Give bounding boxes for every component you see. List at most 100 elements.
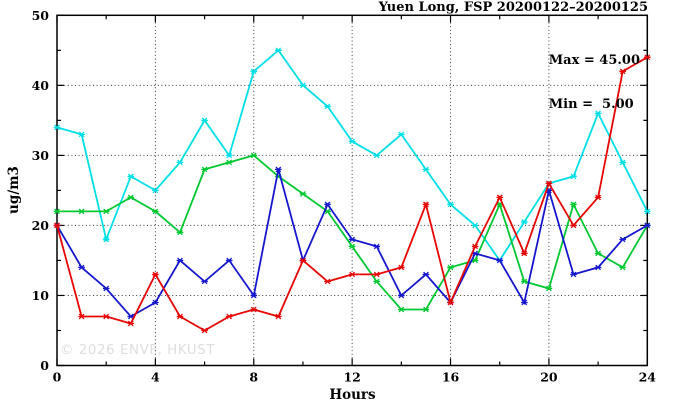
point-marker	[594, 110, 602, 117]
point-marker	[176, 257, 184, 264]
point-marker	[250, 152, 258, 159]
point-marker	[102, 208, 110, 215]
point-marker	[299, 257, 307, 264]
chart-title: Yuen Long, FSP 20200122–20200125	[378, 0, 648, 15]
point-marker	[619, 68, 627, 75]
point-marker	[521, 219, 528, 225]
point-marker	[299, 82, 307, 89]
point-marker	[176, 159, 184, 166]
point-marker	[201, 117, 208, 124]
point-marker	[373, 271, 381, 278]
point-marker	[619, 159, 627, 166]
point-marker	[127, 194, 135, 201]
red-series	[53, 54, 651, 334]
point-marker	[570, 271, 577, 278]
point-marker	[619, 236, 627, 243]
point-marker	[594, 194, 602, 201]
point-marker	[496, 257, 504, 264]
point-marker	[127, 173, 135, 180]
y-tick-label: 20	[32, 218, 50, 233]
x-tick-label: 0	[53, 370, 62, 385]
point-marker	[521, 278, 528, 285]
point-marker	[78, 208, 85, 215]
point-marker	[471, 257, 479, 264]
x-tick-label: 24	[639, 370, 657, 385]
point-marker	[324, 103, 331, 110]
point-marker	[53, 208, 61, 215]
point-marker	[570, 173, 577, 180]
point-marker	[225, 257, 233, 264]
point-marker	[348, 243, 356, 250]
point-marker	[176, 313, 184, 320]
point-marker	[447, 264, 454, 271]
point-marker	[398, 131, 405, 138]
point-marker	[102, 236, 110, 243]
point-marker	[176, 229, 184, 236]
point-marker	[225, 152, 233, 159]
point-marker	[594, 264, 602, 271]
point-marker	[521, 250, 528, 257]
point-marker	[545, 285, 553, 292]
point-marker	[299, 191, 307, 197]
point-marker	[225, 159, 233, 166]
point-marker	[324, 278, 331, 285]
max-value-label: Max = 45.00	[548, 53, 640, 68]
point-marker	[373, 152, 381, 159]
point-marker	[201, 327, 208, 334]
point-marker	[545, 180, 553, 187]
point-marker	[398, 264, 405, 271]
point-marker	[373, 243, 381, 250]
point-marker	[152, 299, 159, 306]
point-marker	[275, 313, 282, 320]
point-marker	[201, 278, 208, 285]
point-marker	[373, 278, 381, 285]
point-marker	[348, 271, 356, 278]
y-tick-label: 30	[32, 148, 50, 163]
x-tick-label: 4	[151, 370, 160, 385]
watermark-text: © 2026 ENVF, HKUST	[60, 342, 215, 358]
point-marker	[447, 201, 454, 208]
point-marker	[102, 285, 110, 292]
max-min-annotation: Max = 45.00 Min = 5.00	[549, 25, 640, 141]
y-tick-label: 40	[32, 78, 50, 93]
point-marker	[102, 313, 110, 320]
point-marker	[78, 264, 85, 271]
red-series-markers	[53, 54, 651, 334]
point-marker	[348, 236, 356, 243]
tick-labels: 0 4 8 12 16 20 24 0 10 20 30 40 50	[32, 8, 657, 385]
point-marker	[447, 299, 454, 306]
x-tick-label: 8	[249, 370, 258, 385]
point-marker	[275, 166, 282, 173]
y-tick-label: 10	[32, 288, 50, 303]
point-marker	[201, 166, 208, 173]
point-marker	[152, 187, 159, 194]
y-tick-label: 0	[40, 358, 49, 373]
green-series-line	[57, 154, 649, 311]
point-marker	[644, 222, 651, 229]
point-marker	[422, 201, 430, 208]
point-marker	[398, 306, 405, 313]
point-marker	[594, 250, 602, 257]
point-marker	[496, 194, 504, 201]
y-axis-label: ug/m3	[6, 166, 22, 214]
point-marker	[127, 313, 135, 320]
point-marker	[78, 313, 85, 320]
x-axis-label: Hours	[329, 387, 376, 403]
point-marker	[78, 131, 85, 138]
x-tick-label: 12	[343, 370, 360, 385]
point-marker	[619, 264, 627, 271]
point-marker	[250, 292, 258, 299]
point-marker	[53, 124, 61, 131]
point-marker	[250, 68, 258, 75]
point-marker	[324, 201, 331, 208]
min-value-label: Min = 5.00	[548, 96, 634, 112]
point-marker	[422, 271, 430, 278]
point-marker	[225, 313, 233, 320]
point-marker	[521, 299, 528, 306]
point-marker	[250, 306, 258, 313]
point-marker	[152, 208, 159, 215]
x-tick-label: 20	[540, 370, 558, 385]
point-marker	[471, 222, 479, 229]
